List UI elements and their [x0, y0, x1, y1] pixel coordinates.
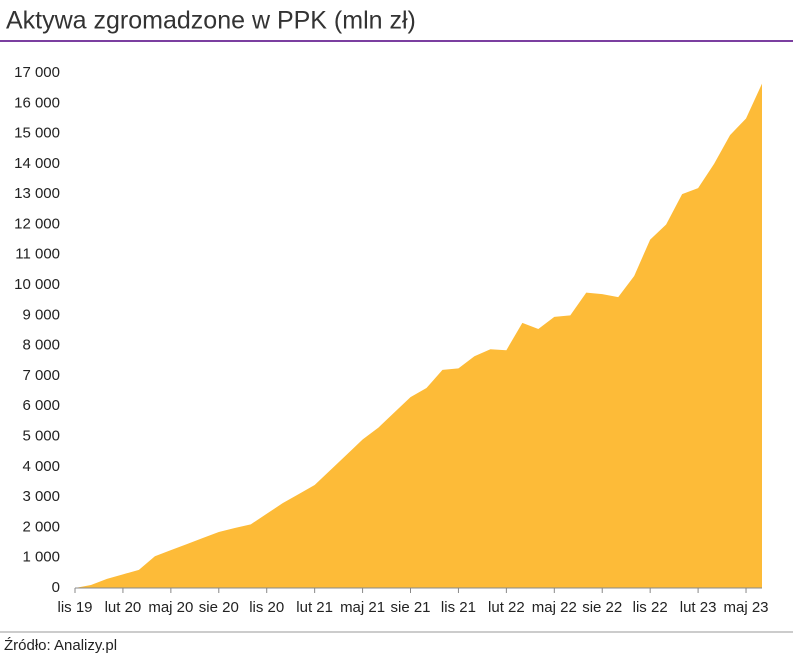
y-tick-label: 7 000 — [22, 367, 60, 384]
x-tick-label: sie 21 — [390, 599, 430, 616]
x-tick-label: lis 21 — [441, 599, 476, 616]
chart-title: Aktywa zgromadzone w PPK (mln zł) — [6, 7, 416, 35]
y-tick-label: 6 000 — [22, 397, 60, 414]
x-tick-label: lut 21 — [296, 599, 333, 616]
y-tick-label: 10 000 — [14, 276, 60, 293]
y-tick-label: 2 000 — [22, 518, 60, 535]
source: Źródło: Analizy.pl — [4, 637, 117, 654]
x-tick-label: lut 22 — [488, 599, 525, 616]
y-tick-label: 3 000 — [22, 488, 60, 505]
y-tick-label: 4 000 — [22, 458, 60, 475]
y-tick-label: 17 000 — [14, 64, 60, 81]
x-tick-label: maj 21 — [340, 599, 385, 616]
y-tick-label: 5 000 — [22, 427, 60, 444]
x-tick-label: maj 20 — [148, 599, 193, 616]
y-tick-label: 1 000 — [22, 549, 60, 566]
y-tick-label: 0 — [52, 579, 60, 596]
x-tick-label: lis 22 — [633, 599, 668, 616]
x-tick-label: lut 20 — [105, 599, 142, 616]
y-tick-label: 11 000 — [15, 246, 60, 263]
x-tick-label: sie 22 — [582, 599, 622, 616]
y-tick-label: 12 000 — [14, 215, 60, 232]
area — [75, 83, 762, 589]
y-tick-label: 9 000 — [22, 306, 60, 323]
y-tick-label: 13 000 — [14, 185, 60, 202]
y-tick-label: 14 000 — [14, 155, 60, 172]
y-tick-label: 8 000 — [22, 337, 60, 354]
y-tick-label: 15 000 — [14, 125, 60, 142]
x-tick-label: sie 20 — [199, 599, 239, 616]
x-tick-label: maj 23 — [724, 599, 769, 616]
y-tick-label: 16 000 — [14, 94, 60, 111]
x-tick-label: maj 22 — [532, 599, 577, 616]
x-tick-label: lut 23 — [680, 599, 717, 616]
x-tick-label: lis 19 — [57, 599, 92, 616]
x-tick-label: lis 20 — [249, 599, 284, 616]
